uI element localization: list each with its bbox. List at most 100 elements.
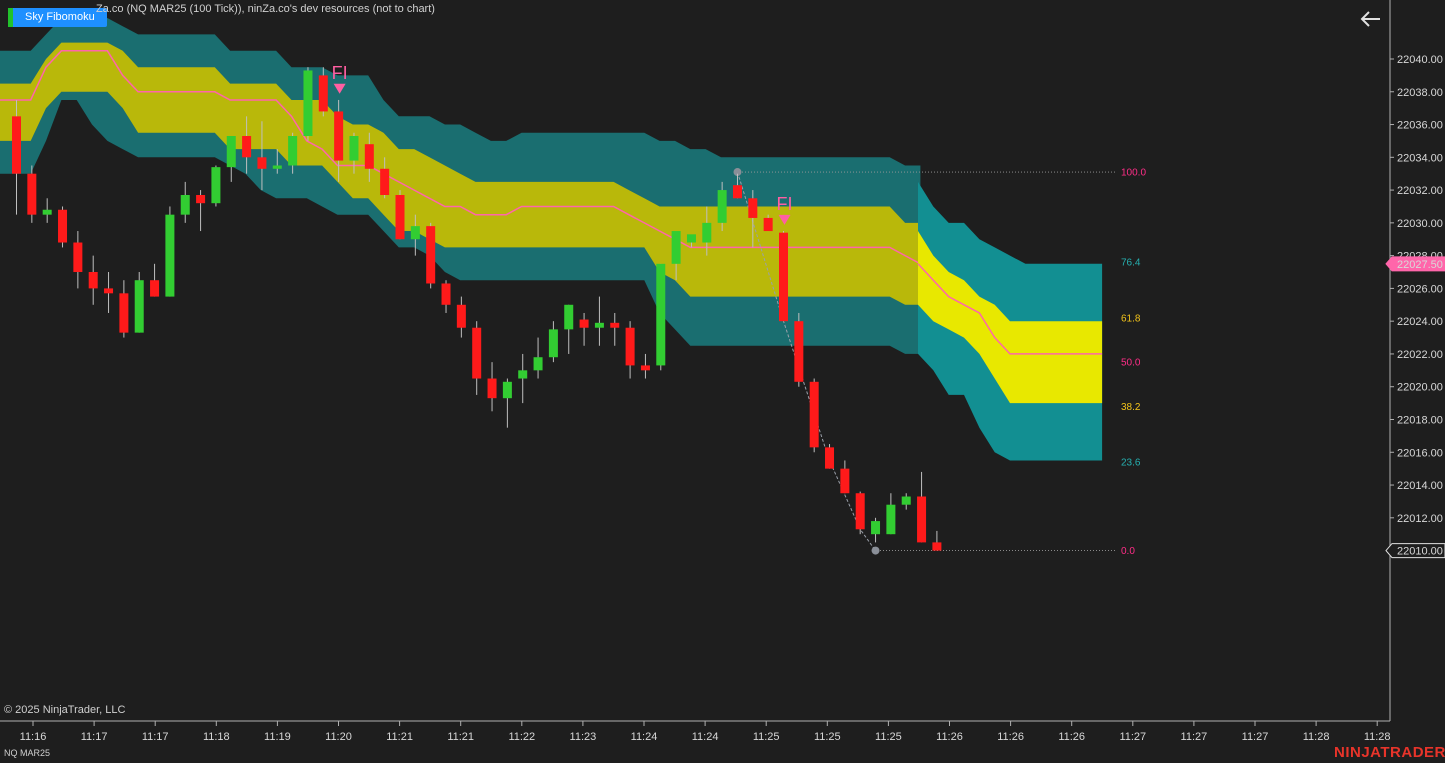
price-tick-label: 22026.00 (1397, 283, 1443, 295)
fi-marker-label: FI (332, 63, 348, 83)
candle (901, 493, 911, 510)
down-candle-body (441, 283, 451, 305)
fib-level-label: 38.2 (1121, 402, 1141, 413)
candle (472, 321, 482, 395)
price-tick-label: 22014.00 (1397, 480, 1443, 492)
price-tick-label: 22030.00 (1397, 218, 1443, 230)
up-candle-body (901, 496, 911, 505)
up-candle-body (564, 304, 574, 330)
candle (502, 378, 512, 428)
up-candle-body (180, 194, 190, 215)
indicator-color-flag (8, 8, 13, 27)
down-candle-body (242, 136, 252, 158)
down-candle-body (27, 173, 37, 215)
candle (165, 206, 175, 297)
candle (533, 337, 543, 379)
up-candle-body (410, 226, 420, 240)
down-candle-body (196, 194, 206, 204)
fib-level-label: 0.0 (1121, 546, 1135, 557)
time-tick-label: 11:21 (447, 731, 474, 743)
down-candle-body (779, 232, 788, 322)
candle (610, 312, 620, 346)
down-candle-body (825, 447, 835, 469)
down-candle-body (257, 157, 267, 169)
candle (579, 312, 589, 346)
down-candle-body (119, 293, 129, 333)
up-candle-body (349, 136, 359, 161)
time-tick-label: 11:25 (814, 731, 841, 743)
candle (380, 157, 390, 199)
price-tick-label: 22038.00 (1397, 87, 1443, 99)
down-candle-body (395, 194, 405, 240)
candle (88, 255, 98, 305)
candle (656, 263, 666, 371)
up-candle-body (686, 234, 696, 243)
down-candle-body (763, 217, 773, 232)
time-tick-label: 11:24 (692, 731, 719, 743)
candle (426, 222, 436, 289)
up-candle-body (165, 214, 175, 297)
up-candle-body (303, 70, 313, 137)
candle (334, 99, 344, 182)
candle (594, 296, 604, 346)
up-candle-body (871, 521, 881, 535)
down-candle-body (809, 381, 819, 448)
candle (288, 132, 298, 174)
price-tick-label: 22022.00 (1397, 349, 1443, 361)
down-candle-body (334, 111, 344, 161)
price-marker-box (1385, 543, 1445, 559)
time-tick-label: 11:28 (1364, 731, 1391, 743)
time-tick-label: 11:20 (325, 731, 352, 743)
candle (410, 214, 420, 256)
candle (58, 206, 68, 248)
time-tick-label: 11:17 (142, 731, 169, 743)
fib-level-label: 23.6 (1121, 458, 1141, 469)
up-candle-body (518, 370, 528, 379)
indicator-button[interactable]: Sky Fibomoku (8, 8, 107, 27)
time-tick-label: 11:26 (997, 731, 1024, 743)
candle (73, 231, 83, 289)
candle (917, 471, 927, 543)
price-marker-box (1385, 256, 1445, 272)
down-candle-body (610, 322, 620, 328)
down-candle-body (932, 542, 942, 551)
candle (686, 234, 696, 248)
candle (518, 353, 528, 404)
candle (732, 173, 742, 199)
up-candle-body (656, 263, 666, 366)
price-tick-label: 22034.00 (1397, 152, 1443, 164)
candle (395, 190, 405, 240)
candle (855, 491, 865, 535)
down-candle-body (794, 321, 804, 382)
up-candle-body (717, 190, 727, 223)
down-candle-body (12, 116, 21, 174)
cloud-base-line (0, 50, 921, 265)
time-tick-label: 11:22 (508, 731, 535, 743)
fi-marker-triangle (333, 83, 346, 94)
time-tick-label: 11:27 (1119, 731, 1146, 743)
up-candle-body (226, 136, 236, 168)
candle (134, 272, 144, 333)
up-candle-body (211, 167, 221, 204)
candle (456, 296, 466, 338)
price-tick-label: 22016.00 (1397, 447, 1443, 459)
fi-marker-triangle (778, 214, 791, 225)
up-candle-body (594, 322, 604, 328)
arrow-left-icon[interactable] (1358, 6, 1384, 32)
candle (272, 149, 282, 174)
candle (303, 67, 313, 141)
time-tick-label: 11:23 (570, 731, 597, 743)
candle (27, 165, 37, 223)
down-candle-body (917, 496, 927, 543)
candle (825, 444, 835, 469)
candle (441, 280, 451, 313)
ninjatrader-logo: NINJATRADER (1334, 744, 1445, 761)
down-candle-body (456, 304, 466, 328)
time-tick-label: 11:28 (1303, 731, 1330, 743)
down-candle-body (426, 226, 436, 284)
candle (886, 493, 896, 535)
candle (196, 190, 206, 232)
down-candle-body (748, 198, 758, 218)
time-tick-label: 11:25 (875, 731, 902, 743)
